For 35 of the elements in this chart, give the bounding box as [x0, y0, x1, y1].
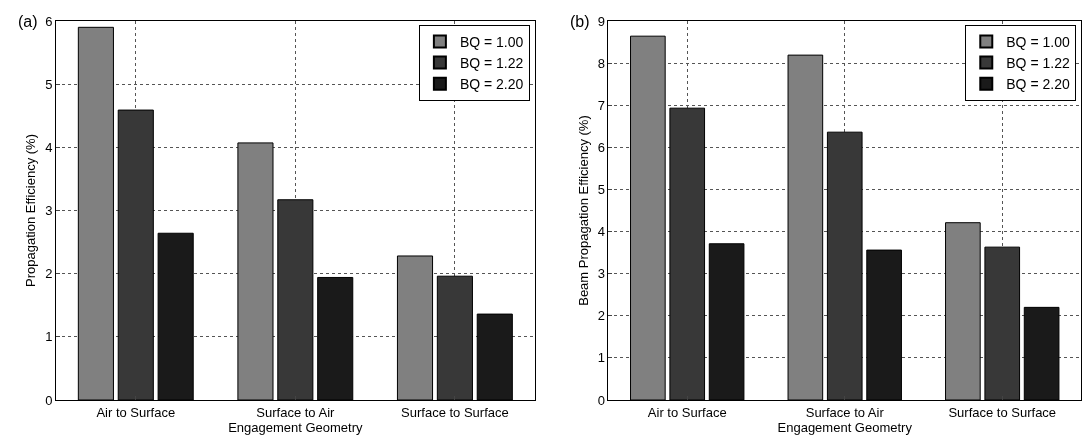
- y-tick-label: 2: [45, 266, 53, 282]
- chart-title: (b): [570, 13, 590, 30]
- y-tick-label: 7: [597, 97, 605, 113]
- x-axis-title: Engagement Geometry: [777, 419, 913, 435]
- legend-label: BQ = 1.22: [1006, 55, 1070, 72]
- y-tick-label: 3: [45, 203, 53, 219]
- y-tick-label: 4: [597, 224, 605, 240]
- y-tick-label: 0: [45, 392, 53, 408]
- x-tick-label: Surface to Surface: [401, 404, 509, 420]
- x-tick-label: Air to Surface: [647, 404, 727, 420]
- y-tick-label: 3: [597, 266, 605, 282]
- y-tick-label: 1: [45, 329, 53, 345]
- x-tick-label: Air to Surface: [96, 404, 176, 420]
- legend-label: BQ = 1.00: [1006, 33, 1070, 50]
- x-tick-label: Surface to Surface: [948, 404, 1057, 420]
- y-tick-label: 4: [45, 139, 53, 155]
- y-tick-label: 5: [45, 76, 53, 92]
- chart-title: (a): [18, 13, 38, 30]
- legend-label: BQ = 1.00: [459, 33, 524, 50]
- y-tick-label: 9: [597, 13, 605, 29]
- y-tick-label: 6: [45, 13, 53, 29]
- y-tick-label: 1: [597, 350, 605, 366]
- y-axis-title: Beam Propagation Efficiency (%): [575, 115, 591, 306]
- y-tick-label: 2: [597, 308, 605, 324]
- y-axis-title: Propagation Efficiency (%): [23, 134, 39, 287]
- y-tick-label: 6: [597, 139, 605, 155]
- y-tick-label: 8: [597, 55, 605, 71]
- y-tick-label: 0: [597, 392, 605, 408]
- legend-label: BQ = 2.20: [459, 76, 524, 93]
- x-tick-label: Surface to Air: [805, 404, 885, 420]
- x-tick-label: Surface to Air: [256, 404, 336, 420]
- x-axis-title: Engagement Geometry: [228, 419, 364, 435]
- legend-label: BQ = 2.20: [1006, 76, 1070, 93]
- y-tick-label: 5: [597, 181, 605, 197]
- legend-label: BQ = 1.22: [459, 55, 524, 72]
